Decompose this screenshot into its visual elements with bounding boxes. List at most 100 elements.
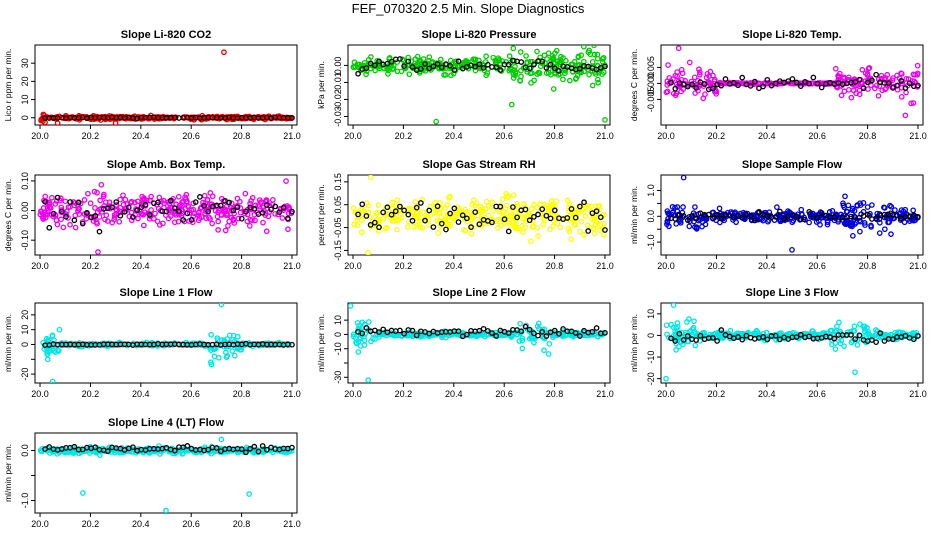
reference-point <box>530 61 537 68</box>
data-point <box>394 59 400 65</box>
data-point <box>104 218 111 224</box>
x-tick-label: 20.6 <box>808 389 826 399</box>
data-point <box>666 212 673 218</box>
reference-point <box>539 58 546 65</box>
reference-point <box>890 85 896 91</box>
reference-point <box>806 208 813 215</box>
reference-point <box>722 76 729 82</box>
data-point <box>842 193 848 200</box>
data-point <box>595 203 602 210</box>
reference-point <box>535 211 541 218</box>
reference-point <box>480 325 487 332</box>
reference-point <box>422 61 428 67</box>
reference-point <box>96 228 103 235</box>
data-point <box>903 76 910 82</box>
data-point <box>438 214 444 220</box>
reference-point <box>359 330 366 337</box>
reference-point <box>718 327 725 333</box>
data-point <box>437 56 444 63</box>
reference-point <box>915 214 921 220</box>
reference-point <box>255 448 262 455</box>
data-point <box>242 190 249 197</box>
data-point <box>548 197 555 204</box>
data-point <box>591 51 598 58</box>
panel-title: Slope Gas Stream RH <box>422 159 535 171</box>
reference-point <box>793 334 800 340</box>
reference-point <box>188 217 195 223</box>
outlier-point <box>348 303 354 309</box>
data-point <box>673 340 680 347</box>
x-tick-label: 21.0 <box>596 389 614 399</box>
plot-frame <box>34 174 298 256</box>
data-point <box>875 92 882 99</box>
x-tick-label: 20.8 <box>546 131 564 141</box>
data-point <box>471 197 477 203</box>
reference-point <box>142 201 149 208</box>
data-point <box>692 342 699 349</box>
reference-point <box>180 217 187 223</box>
data-point <box>128 198 135 205</box>
reference-point <box>730 79 737 86</box>
reference-point <box>768 82 775 89</box>
plot-frame <box>347 44 611 126</box>
data-point <box>383 224 390 231</box>
data-point <box>200 340 206 347</box>
data-point <box>702 221 709 228</box>
y-tick-label: -20 <box>20 368 30 381</box>
data-point <box>692 204 698 210</box>
reference-point <box>476 61 483 68</box>
data-point <box>226 332 233 339</box>
reference-point <box>363 65 370 71</box>
data-point <box>857 228 863 235</box>
data-point <box>414 53 421 60</box>
outlier-point <box>852 369 858 376</box>
reference-point <box>121 208 128 215</box>
data-point <box>669 203 676 210</box>
reference-point <box>735 334 741 340</box>
reference-point <box>510 204 516 210</box>
data-point <box>566 228 573 235</box>
x-tick-label: 20.2 <box>395 389 413 399</box>
reference-point <box>802 216 808 223</box>
reference-point <box>535 332 541 339</box>
reference-point <box>92 213 99 219</box>
plot-frame <box>660 44 924 126</box>
reference-point <box>251 206 258 212</box>
data-point <box>663 322 670 329</box>
data-point <box>375 202 382 209</box>
reference-point <box>543 212 550 219</box>
reference-point <box>247 445 253 452</box>
reference-point <box>264 446 270 453</box>
data-point <box>426 333 433 339</box>
data-point <box>517 49 524 55</box>
data-point <box>848 339 855 346</box>
data-point <box>845 86 852 93</box>
panel-title: Slope Sample Flow <box>742 159 843 171</box>
y-axis-label: ml/min per min. <box>629 186 639 244</box>
data-point <box>910 100 917 106</box>
reference-point <box>556 67 562 74</box>
data-point <box>838 92 845 99</box>
outlier-point <box>680 175 687 181</box>
reference-point <box>84 210 90 216</box>
reference-point <box>518 59 525 65</box>
data-point <box>823 330 830 337</box>
x-tick-label: 20.0 <box>344 261 362 271</box>
reference-point <box>848 332 854 338</box>
data-point <box>798 211 805 217</box>
data-point <box>204 197 211 203</box>
data-point <box>517 78 524 84</box>
data-point <box>442 71 449 78</box>
data-point <box>120 192 126 199</box>
reference-point <box>138 204 145 211</box>
data-point <box>235 215 242 222</box>
panel-title: Slope Amb. Box Temp. <box>107 159 226 171</box>
reference-point <box>484 328 491 334</box>
data-point <box>691 74 698 81</box>
data-point <box>898 70 905 77</box>
reference-point <box>464 215 470 222</box>
data-point <box>862 222 868 228</box>
data-point <box>851 221 858 227</box>
y-tick-label: 10 <box>20 325 30 335</box>
data-point <box>208 361 215 368</box>
